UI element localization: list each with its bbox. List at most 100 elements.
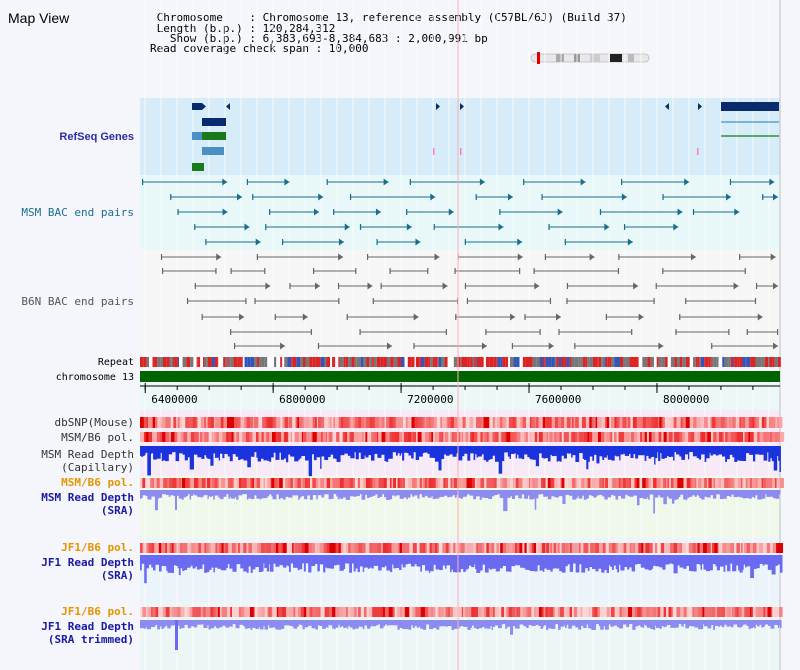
- snp-tick: [460, 148, 462, 155]
- gene-block: [202, 147, 224, 155]
- bac-end-arrow-icon: [773, 193, 778, 201]
- bac-end-arrow-icon: [315, 282, 321, 290]
- track-label-jf1-read-depth-trimmed: JF1 Read Depth (SRA trimmed): [41, 620, 134, 646]
- bac-end-arrow-icon: [638, 313, 644, 321]
- bac-end-arrow-icon: [415, 238, 421, 246]
- bac-end-arrow-icon: [677, 208, 683, 216]
- bac-end-arrow-icon: [517, 238, 523, 246]
- bac-end-arrow-icon: [658, 342, 664, 350]
- bac-end-pairs: [142, 178, 779, 350]
- gene-arrow-icon: [226, 103, 230, 110]
- track-label-jf1-read-depth-sra: JF1 Read Depth (SRA): [41, 556, 134, 582]
- bac-end-arrow-icon: [507, 193, 513, 201]
- track-label-b6n-bac[interactable]: B6N BAC end pairs: [21, 295, 134, 308]
- bac-end-arrow-icon: [383, 178, 389, 186]
- read-depth-charts: [140, 446, 783, 650]
- polymorphism-heatmaps: [140, 417, 785, 617]
- repeat-track: [140, 357, 781, 367]
- info-chromosome: Chromosome : Chromosome 13, reference as…: [150, 11, 627, 24]
- refseq-features: [192, 102, 779, 171]
- msm-bac-track-bg: [140, 175, 780, 250]
- gene-arrow-icon: [436, 103, 440, 110]
- info-coverage-span: Read coverage check span : 10,000: [150, 42, 369, 55]
- bac-end-arrow-icon: [280, 342, 286, 350]
- bac-end-arrow-icon: [510, 313, 516, 321]
- bac-end-arrow-icon: [534, 282, 540, 290]
- bac-end-arrow-icon: [556, 313, 562, 321]
- bac-end-arrow-icon: [216, 253, 222, 261]
- bac-end-arrow-icon: [338, 253, 344, 261]
- chromosome-bar: [140, 371, 780, 382]
- axis-tick-label: 8000000: [663, 393, 709, 406]
- genome-browser-panel[interactable]: 6400000 6800000 7200000 7600000 8000000: [140, 0, 785, 670]
- axis-tick-label: 6800000: [279, 393, 325, 406]
- track-label-dbsnp: dbSNP(Mouse): [54, 416, 134, 429]
- bac-end-arrow-icon: [690, 253, 696, 261]
- bac-end-arrow-icon: [773, 342, 778, 350]
- bac-end-arrow-icon: [239, 313, 245, 321]
- bac-end-arrow-icon: [673, 223, 679, 231]
- bac-end-arrow-icon: [442, 282, 448, 290]
- bac-end-arrow-icon: [481, 342, 487, 350]
- gene-block: [192, 103, 202, 110]
- coordinate-axis: 6400000 6800000 7200000 7600000 8000000: [140, 383, 780, 406]
- bac-end-arrow-icon: [604, 223, 610, 231]
- bac-end-arrow-icon: [580, 178, 586, 186]
- bac-end-arrow-icon: [633, 282, 639, 290]
- track-label-jf1-b6-pol-2: JF1/B6 pol.: [61, 605, 134, 618]
- bac-end-arrow-icon: [302, 313, 308, 321]
- bac-end-arrow-icon: [621, 193, 627, 201]
- info-length: Length (b.p.) : 120,284,312: [150, 22, 336, 35]
- bac-end-arrow-icon: [222, 178, 228, 186]
- bac-end-arrow-icon: [237, 193, 243, 201]
- bac-end-arrow-icon: [498, 223, 504, 231]
- bac-end-arrow-icon: [733, 282, 739, 290]
- b6n-bac-track-bg: [140, 250, 780, 355]
- track-label-jf1-b6-pol-1: JF1/B6 pol.: [61, 541, 134, 554]
- bac-end-arrow-icon: [375, 208, 381, 216]
- bac-end-arrow-icon: [627, 238, 633, 246]
- bac-end-arrow-icon: [769, 178, 775, 186]
- bac-end-arrow-icon: [434, 253, 440, 261]
- track-label-refseq[interactable]: RefSeq Genes: [59, 131, 134, 143]
- gene-block: [721, 102, 779, 111]
- bac-end-arrow-icon: [387, 342, 393, 350]
- bac-end-arrow-icon: [344, 223, 350, 231]
- snp-tick: [697, 148, 699, 155]
- bac-end-arrow-icon: [557, 208, 563, 216]
- bac-end-arrow-icon: [430, 193, 436, 201]
- bac-end-arrow-icon: [684, 178, 690, 186]
- bac-end-arrow-icon: [773, 282, 778, 290]
- bac-end-arrow-icon: [589, 253, 595, 261]
- bac-end-arrow-icon: [479, 178, 485, 186]
- bac-end-arrow-icon: [338, 238, 344, 246]
- bac-end-arrow-icon: [448, 208, 454, 216]
- gene-block: [192, 163, 204, 171]
- axis-tick-label: 6400000: [151, 393, 197, 406]
- track-label-msm-bac[interactable]: MSM BAC end pairs: [21, 206, 134, 219]
- bac-end-arrow-icon: [770, 253, 776, 261]
- bac-end-arrow-icon: [222, 208, 228, 216]
- bac-end-arrow-icon: [367, 282, 373, 290]
- gene-arrow-icon: [665, 103, 669, 110]
- bac-end-arrow-icon: [244, 223, 250, 231]
- track-label-msm-read-depth-capillary: MSM Read Depth (Capillary): [41, 448, 134, 474]
- bac-end-arrow-icon: [265, 282, 271, 290]
- bac-end-arrow-icon: [757, 313, 763, 321]
- track-label-repeat: Repeat: [97, 357, 134, 368]
- ideogram-position-marker: [537, 52, 540, 64]
- gene-arrow-icon: [698, 103, 702, 110]
- axis-tick-label: 7200000: [407, 393, 453, 406]
- bac-end-arrow-icon: [318, 193, 324, 201]
- axis-tick-label: 7600000: [535, 393, 581, 406]
- track-label-chromosome: chromosome 13: [55, 372, 134, 383]
- gene-block: [192, 132, 202, 140]
- track-label-msm-b6-pol-2: MSM/B6 pol.: [61, 476, 134, 489]
- gene-arrow-icon: [202, 103, 206, 110]
- bac-end-arrow-icon: [726, 193, 732, 201]
- bac-end-arrow-icon: [406, 223, 412, 231]
- track-label-msm-read-depth-sra: MSM Read Depth (SRA): [41, 491, 134, 517]
- bac-end-arrow-icon: [517, 253, 523, 261]
- gene-block: [202, 132, 226, 140]
